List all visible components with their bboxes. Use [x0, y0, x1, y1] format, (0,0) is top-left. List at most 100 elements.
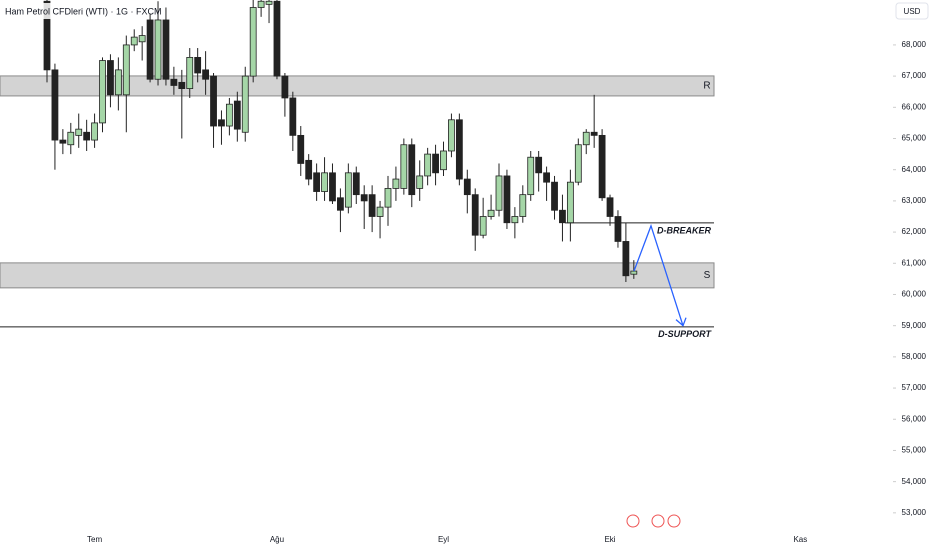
- zone: [0, 75, 715, 97]
- candle-body: [233, 100, 241, 130]
- candle-body: [527, 156, 535, 196]
- candle-body: [194, 56, 202, 74]
- candle-body: [551, 181, 558, 211]
- candle-body: [376, 206, 384, 217]
- candle-body: [257, 0, 265, 8]
- candle-body: [186, 56, 194, 89]
- candle-body: [154, 19, 162, 80]
- candle-body: [83, 131, 91, 141]
- y-tick-label: 57,000: [902, 383, 927, 392]
- candle-body: [138, 35, 146, 43]
- currency-box[interactable]: [895, 2, 929, 20]
- candle-body: [265, 0, 273, 5]
- y-tick-label: 60,000: [902, 290, 927, 299]
- candle-body: [455, 119, 463, 180]
- y-tick-label: 58,000: [902, 352, 927, 361]
- candle-body: [241, 75, 249, 133]
- candle-body: [122, 44, 130, 96]
- candle-body: [289, 97, 297, 136]
- y-tick-label: 63,000: [902, 196, 927, 205]
- candle-body: [630, 270, 638, 275]
- y-tick-label: 53,000: [902, 508, 927, 517]
- candle-body: [384, 188, 392, 208]
- candle-body: [463, 178, 471, 196]
- candle-body: [400, 144, 408, 189]
- candle-body: [329, 172, 336, 202]
- level-label: D-BREAKER: [657, 225, 712, 235]
- candle-body: [170, 78, 178, 86]
- candle-body: [273, 0, 281, 77]
- y-tick-label: 54,000: [902, 477, 927, 486]
- y-tick-label: 65,000: [902, 134, 927, 143]
- candle-body: [352, 172, 360, 196]
- level-label: D-SUPPORT: [658, 329, 712, 339]
- zone: [0, 262, 715, 289]
- candle-body: [313, 172, 321, 192]
- y-tick-label: 59,000: [902, 321, 927, 330]
- candle-body: [162, 19, 170, 80]
- event-icon[interactable]: [651, 514, 665, 528]
- candle-body: [606, 197, 614, 217]
- candle-body: [622, 241, 630, 277]
- candle-body: [281, 75, 289, 99]
- candle-body: [305, 159, 313, 180]
- candle-body: [448, 119, 455, 152]
- candle-body: [487, 209, 495, 217]
- candle-body: [614, 216, 622, 242]
- title-backdrop: [0, 3, 140, 19]
- candle-body: [432, 153, 439, 174]
- candle-body: [440, 150, 447, 171]
- event-icon[interactable]: [667, 514, 681, 528]
- y-tick-label: 67,000: [902, 71, 927, 80]
- candle-body: [114, 69, 122, 96]
- x-tick-label: Kas: [793, 535, 807, 544]
- candle-body: [178, 81, 186, 89]
- x-tick-label: Eki: [604, 535, 615, 544]
- candle-body: [566, 181, 574, 224]
- candle-body: [75, 128, 83, 136]
- candle-body: [511, 216, 519, 224]
- candle-body: [424, 153, 432, 177]
- candle-body: [99, 60, 106, 124]
- event-icons: [626, 514, 681, 528]
- chart-title: Ham Petrol CFDleri (WTI) · 1G · FXCM: [5, 6, 162, 16]
- candle-body: [321, 172, 328, 192]
- candle-body: [582, 131, 590, 146]
- candle-body: [344, 172, 352, 208]
- candle-body: [360, 194, 368, 202]
- candle-body: [368, 194, 376, 217]
- candle-body: [67, 131, 75, 146]
- x-tick-label: Tem: [87, 535, 102, 544]
- candle-body: [130, 36, 138, 46]
- y-tick-label: 64,000: [902, 165, 927, 174]
- candle-body: [495, 175, 503, 211]
- x-tick-label: Ağu: [270, 535, 284, 544]
- candle-body: [249, 7, 257, 77]
- candle-body: [297, 134, 305, 164]
- y-tick-label: 62,000: [902, 227, 927, 236]
- candle-body: [479, 216, 487, 236]
- candle-body: [218, 119, 225, 127]
- candle-body: [519, 194, 527, 217]
- candle-body: [543, 172, 550, 183]
- y-tick-label: 66,000: [902, 102, 927, 111]
- candle-body: [574, 144, 582, 183]
- projection-arrow: [633, 223, 684, 326]
- candle-body: [471, 194, 479, 236]
- candle-body: [51, 69, 59, 141]
- y-tick-label: 61,000: [902, 258, 927, 267]
- candle-body: [503, 175, 511, 224]
- zone-label: S: [704, 270, 711, 281]
- y-tick-label: 68,000: [902, 40, 927, 49]
- candle-body: [59, 139, 67, 144]
- candle-body: [559, 209, 566, 224]
- candle-body: [210, 75, 217, 127]
- candle-body: [408, 144, 416, 196]
- candle-body: [535, 156, 543, 174]
- candle-body: [146, 19, 154, 80]
- event-icon[interactable]: [626, 514, 640, 528]
- candle-body: [43, 0, 51, 71]
- candle-body: [416, 175, 424, 189]
